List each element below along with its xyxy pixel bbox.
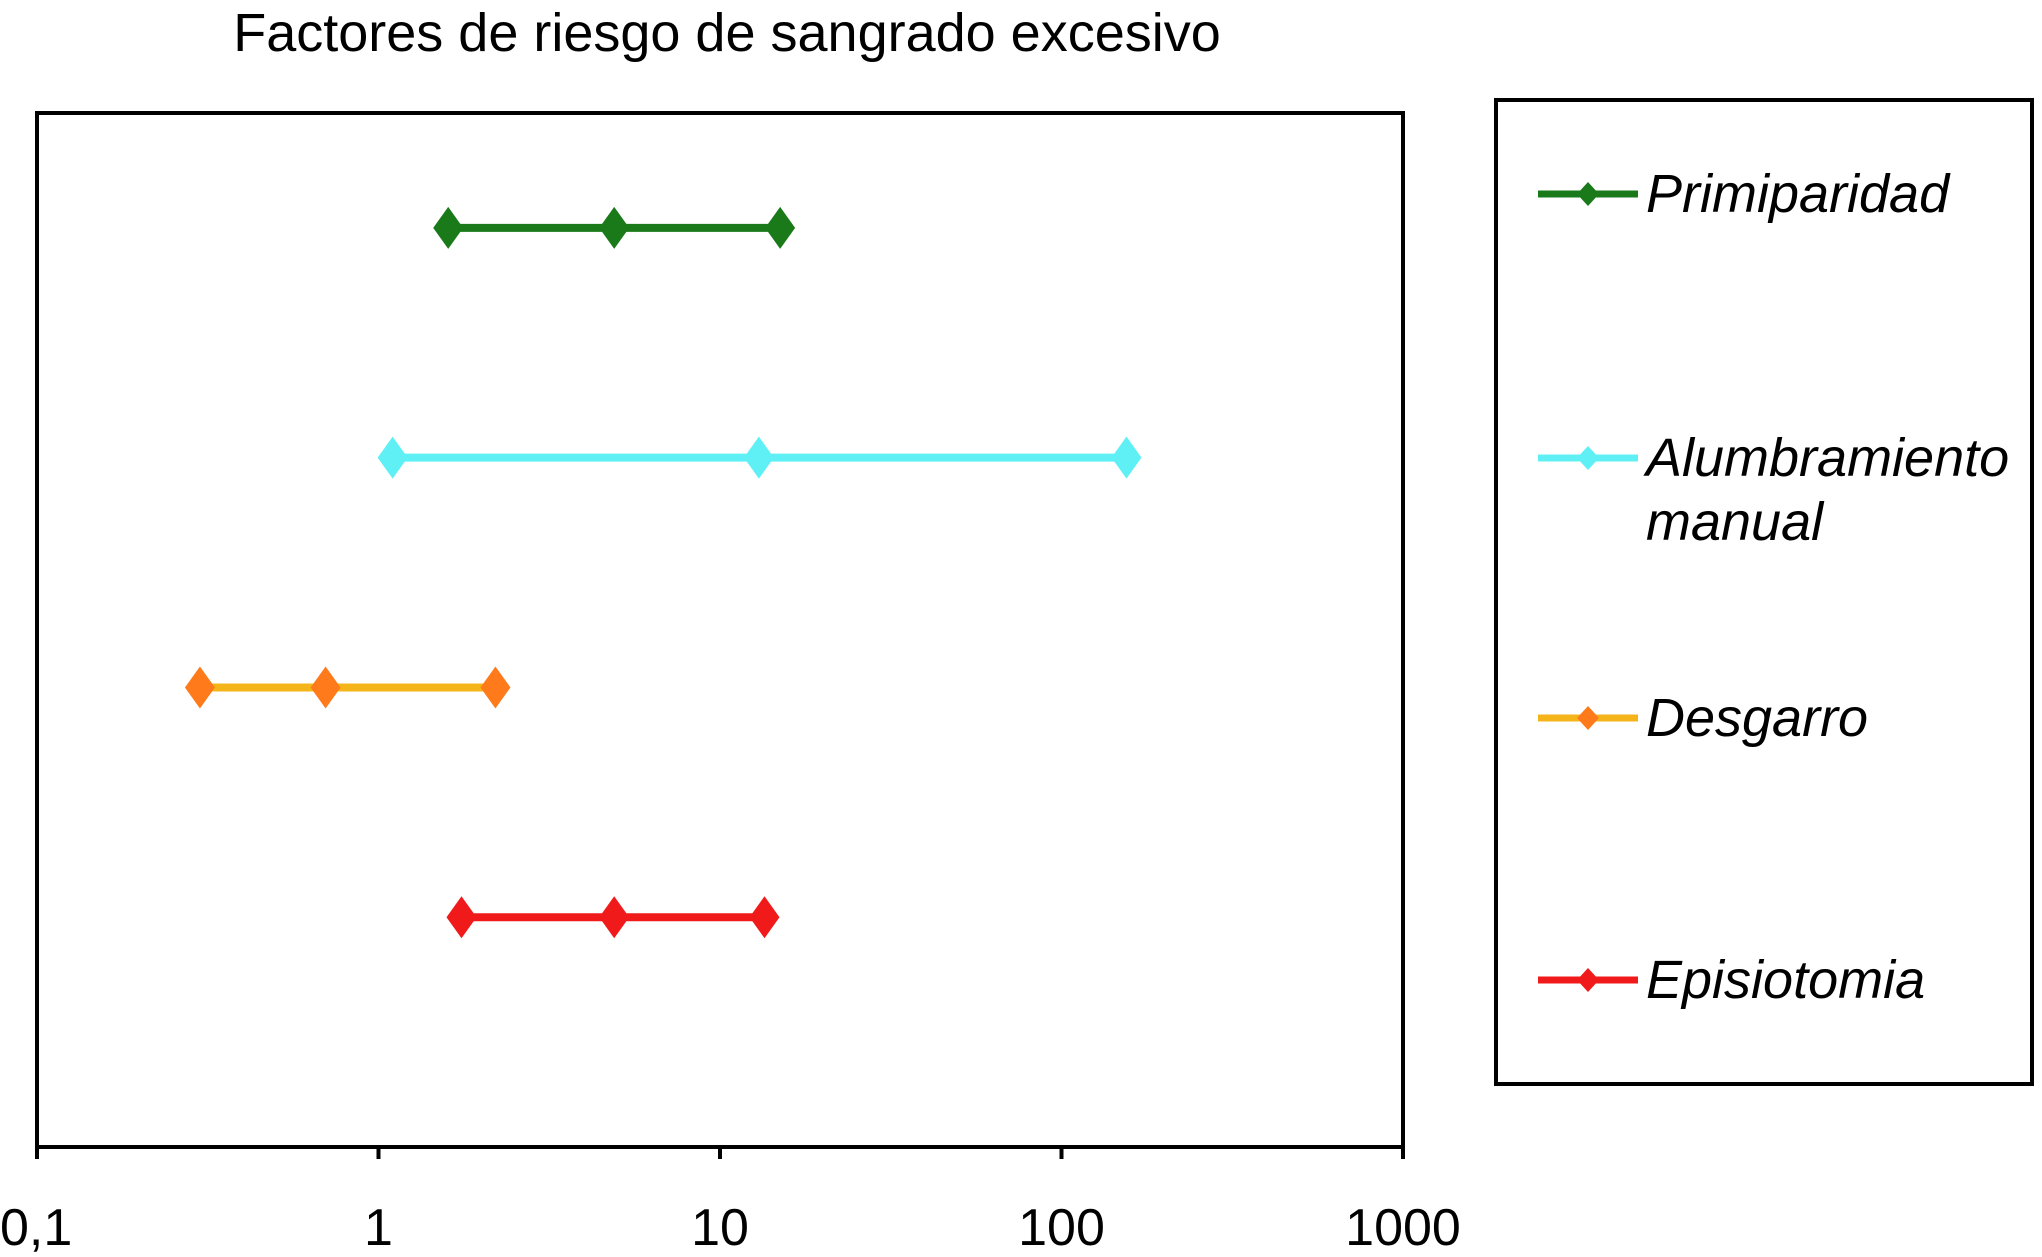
x-tick-label: 1: [364, 1199, 393, 1257]
series-layer: [184, 206, 1142, 939]
x-tick-label: 100: [1018, 1199, 1105, 1257]
data-point-alumbramiento-manual: [743, 436, 774, 479]
data-point-primiparidad: [599, 206, 630, 249]
chart-title: Factores de riesgo de sangrado excesivo: [233, 3, 1221, 63]
data-point-primiparidad: [433, 206, 464, 249]
data-point-alumbramiento-manual: [1111, 436, 1142, 479]
legend-label-alumbramiento-manual: Alumbramiento manual: [1646, 428, 2010, 552]
legend-label-primiparidad: Primiparidad: [1646, 164, 1950, 224]
legend-marker-primiparidad: [1538, 182, 1638, 206]
plot-area: [35, 111, 1405, 1149]
legend-label-episiotomia: Episiotomia: [1646, 950, 1926, 1010]
data-point-alumbramiento-manual: [377, 436, 408, 479]
data-point-episiotomia: [749, 896, 780, 939]
data-point-desgarro: [480, 666, 511, 709]
legend-marker-desgarro: [1538, 706, 1638, 730]
data-point-episiotomia: [446, 896, 477, 939]
x-tick-label: 10: [691, 1199, 749, 1257]
legend: Primiparidad Alumbramiento manual Desgar…: [1494, 98, 2034, 1086]
legend-marker-episiotomia: [1538, 968, 1638, 992]
x-axis: 0,1 1 10 100 1000: [0, 1147, 1461, 1257]
data-point-episiotomia: [599, 896, 630, 939]
data-point-primiparidad: [765, 206, 796, 249]
x-tick-label: 0,1: [0, 1199, 72, 1257]
data-point-desgarro: [310, 666, 341, 709]
x-tick-label: 1000: [1345, 1199, 1461, 1257]
legend-label-desgarro: Desgarro: [1646, 688, 1869, 748]
data-point-desgarro: [184, 666, 215, 709]
legend-marker-alumbramiento-manual: [1538, 446, 1638, 470]
